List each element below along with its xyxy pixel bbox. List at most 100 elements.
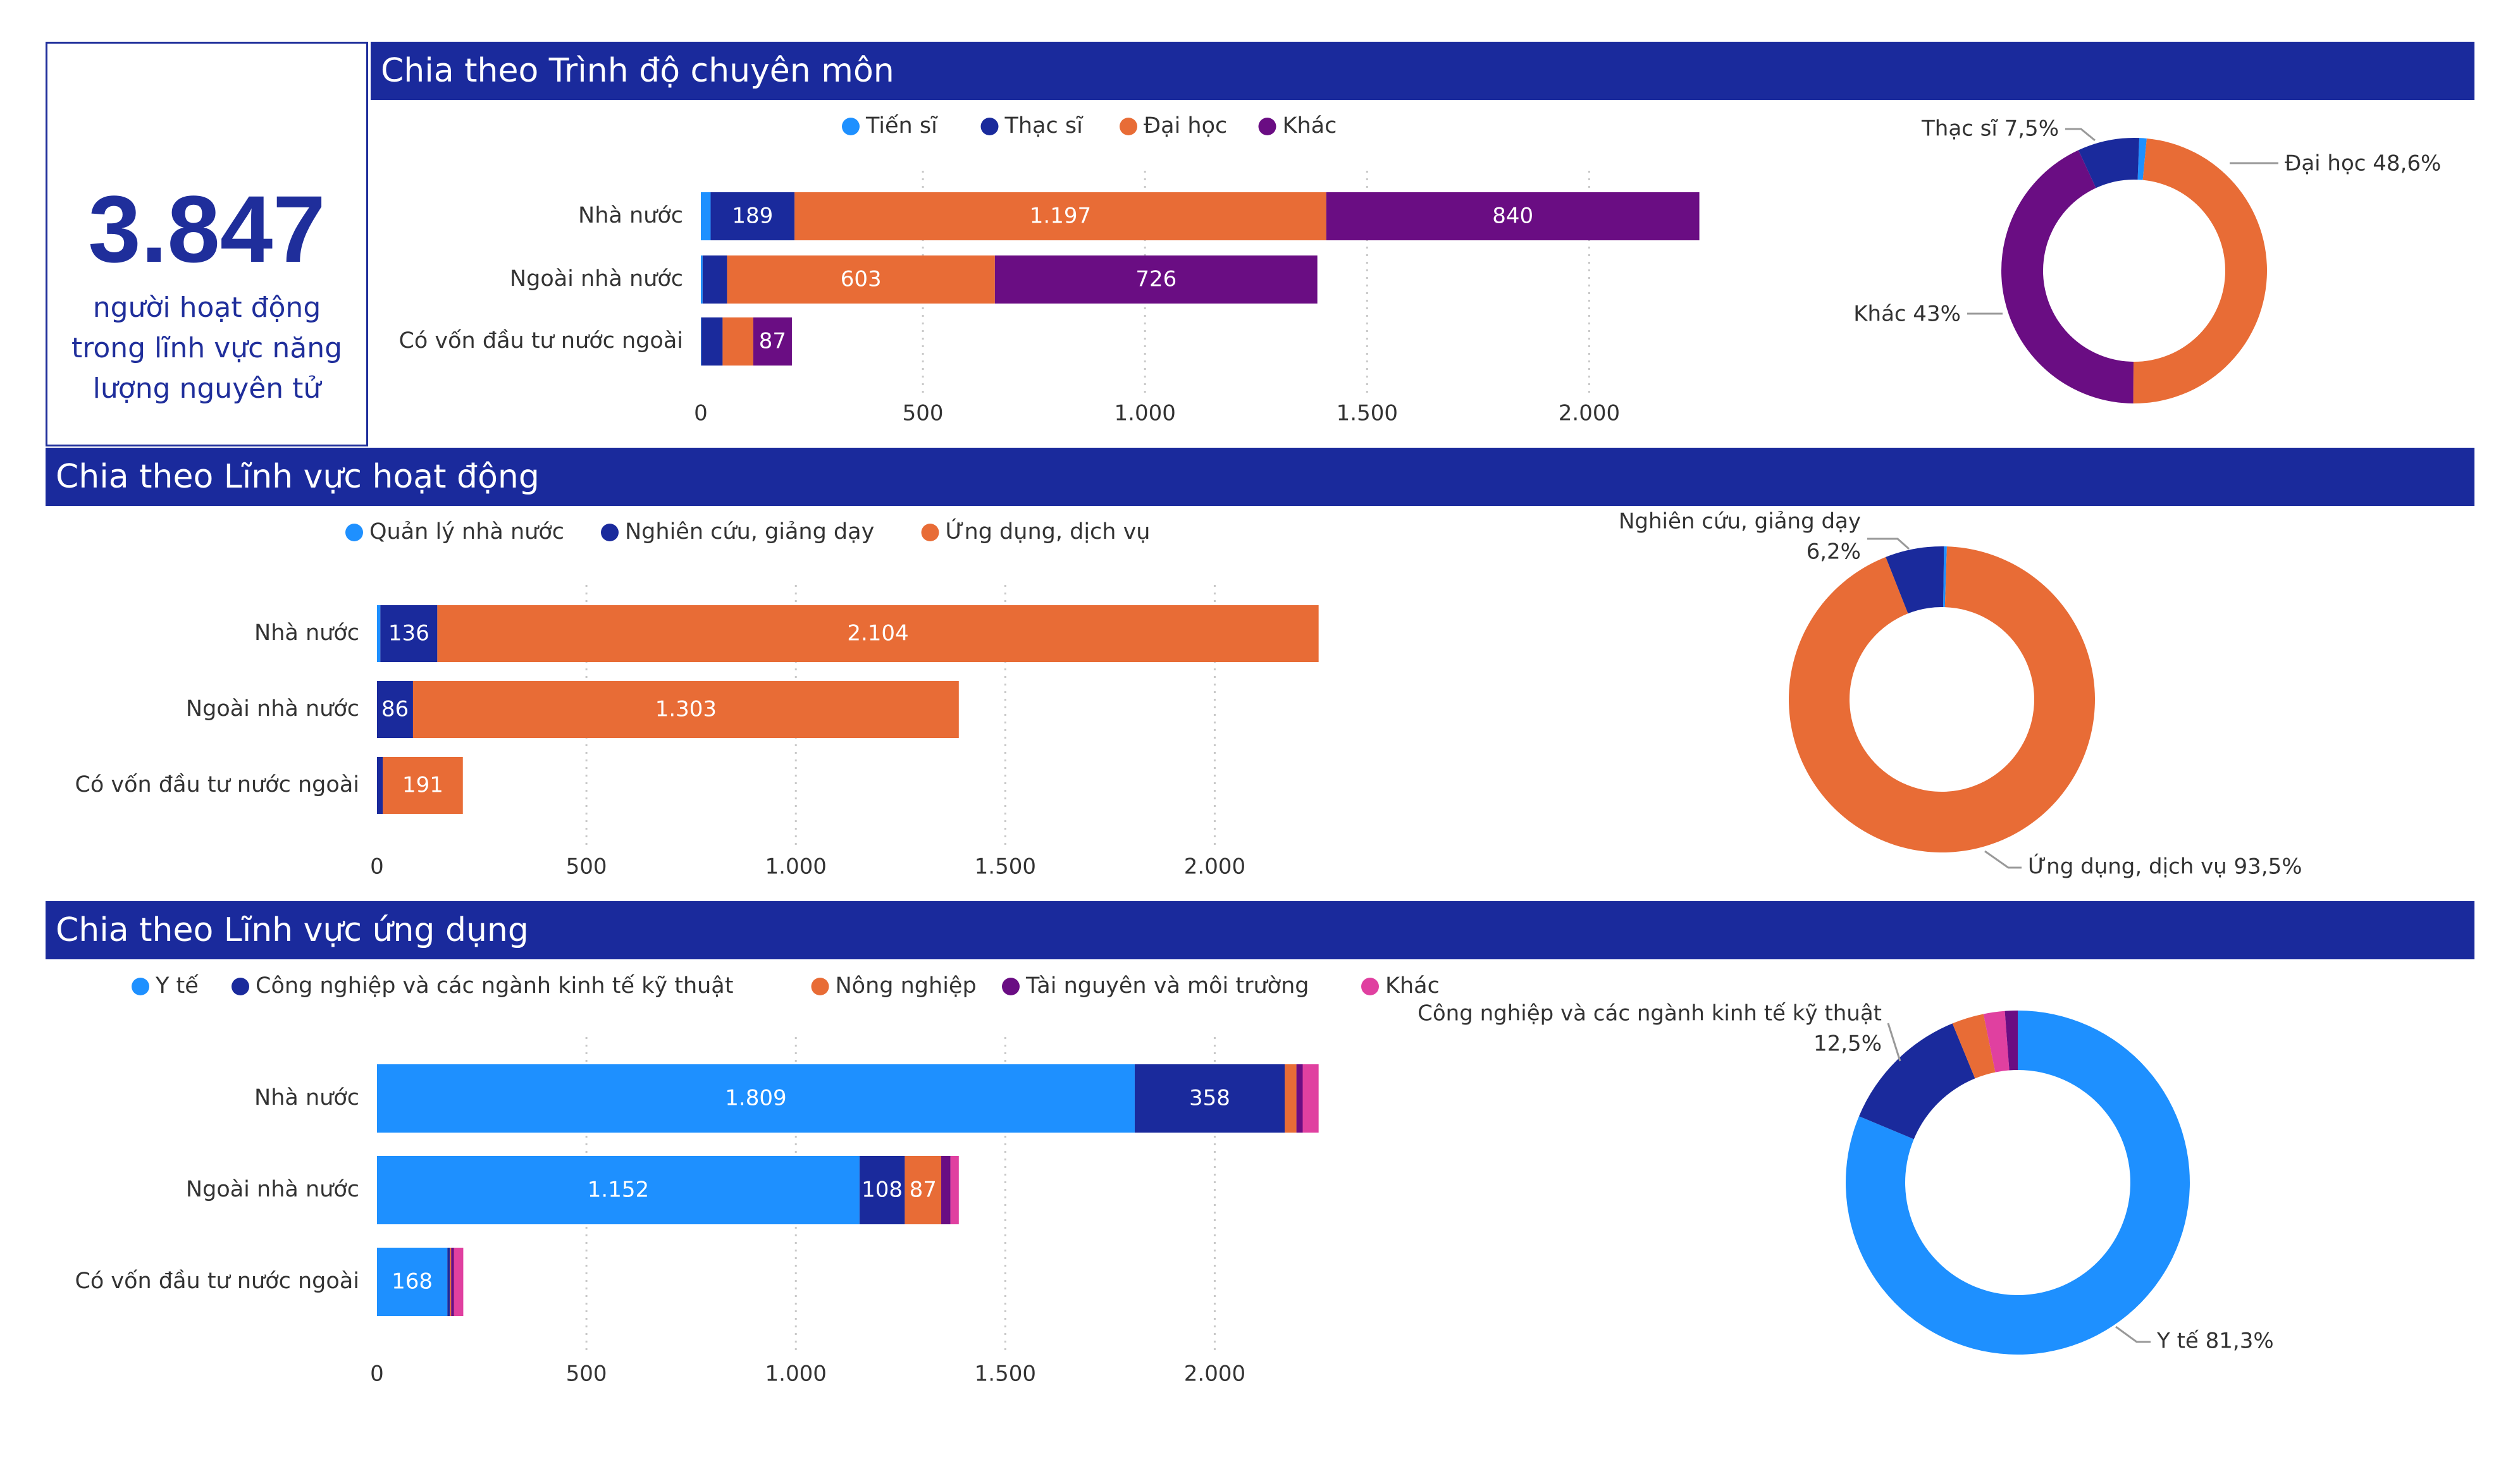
bar-segment xyxy=(702,255,727,304)
data-label: 1.809 xyxy=(725,1086,786,1111)
data-label: 2.104 xyxy=(847,621,908,646)
category-label: Ngoài nhà nước xyxy=(186,1177,359,1202)
x-tick-label: 1.000 xyxy=(1115,401,1176,426)
category-label: Nhà nước xyxy=(578,203,683,228)
bar-segment xyxy=(437,605,1319,662)
category-label: Nhà nước xyxy=(254,620,359,646)
bar-segment xyxy=(701,255,703,304)
leader-line xyxy=(1984,850,2022,869)
x-tick-label: 2.000 xyxy=(1559,401,1620,426)
donut-chart-2: Y tế 81,3% Công nghiệp và các ngành kinh … xyxy=(1418,1001,2274,1355)
bar-segment xyxy=(1326,192,1700,240)
legend-marker xyxy=(811,978,829,995)
leader-line xyxy=(1867,538,1910,550)
bar-segment xyxy=(753,317,792,366)
x-tick-label: 500 xyxy=(566,1362,607,1387)
bar-segment xyxy=(1285,1064,1297,1133)
slice-label: Khác 43% xyxy=(1853,302,1961,327)
data-label: 840 xyxy=(1492,204,1533,229)
donut-slice xyxy=(1886,546,1944,614)
donut-slice xyxy=(1952,1014,1996,1079)
data-label: 86 xyxy=(381,697,409,722)
legend-label: Nghiên cứu, giảng dạy xyxy=(625,519,874,544)
section-title-application: Chia theo Lĩnh vực ứng dụng xyxy=(46,901,2474,959)
bar-segment xyxy=(859,1156,905,1224)
bar-segment xyxy=(451,1248,454,1316)
bar-segment xyxy=(722,317,753,366)
donut-slice xyxy=(2001,150,2134,403)
bar-segment xyxy=(454,1248,464,1316)
x-tick-label: 1.000 xyxy=(765,854,827,880)
donut-slice xyxy=(2133,138,2268,403)
leader-line xyxy=(2115,1325,2151,1343)
legend-label: Ứng dụng, dịch vụ xyxy=(946,517,1151,544)
x-tick-label: 2.000 xyxy=(1184,854,1245,880)
bar-segment xyxy=(950,1156,959,1224)
category-label: Nhà nước xyxy=(254,1085,359,1110)
bar-segment xyxy=(383,757,463,814)
donut-slice xyxy=(1846,1011,2190,1355)
bar-segment xyxy=(701,192,711,240)
data-label: 189 xyxy=(732,204,773,229)
category-label: Có vốn đầu tư nước ngoài xyxy=(75,772,359,797)
slice-label: 12,5% xyxy=(1813,1031,1882,1057)
data-label: 603 xyxy=(841,267,882,292)
slice-label: Công nghiệp và các ngành kinh tế kỹ thuậ… xyxy=(1418,1001,1882,1026)
bar-segment xyxy=(701,317,723,366)
legend-label: Y tế xyxy=(155,973,199,999)
leader-line xyxy=(2065,128,2096,142)
bar-segment xyxy=(377,605,381,662)
bar-segment xyxy=(1302,1064,1319,1133)
bar-segment xyxy=(447,1248,450,1316)
x-tick-label: 1.500 xyxy=(975,854,1036,880)
legend-label: Đại học xyxy=(1144,113,1227,138)
slice-label: 6,2% xyxy=(1807,539,1861,565)
legend-marker xyxy=(921,524,939,541)
bar-segment xyxy=(412,681,959,738)
bar-segment xyxy=(710,192,795,240)
x-tick-label: 1.500 xyxy=(975,1362,1036,1387)
donut-chart-0: Đại học 48,6% Khác 43% Thạc sĩ 7,5% xyxy=(1853,116,2441,403)
slice-label: Ứng dụng, dịch vụ 93,5% xyxy=(2028,854,2302,880)
legend-label: Công nghiệp và các ngành kinh tế kỹ thuậ… xyxy=(256,973,733,999)
legend-label: Tiến sĩ xyxy=(865,113,938,138)
slice-label: Đại học 48,6% xyxy=(2285,151,2441,176)
section-title-activity: Chia theo Lĩnh vực hoạt động xyxy=(46,448,2474,506)
x-tick-label: 0 xyxy=(370,854,384,880)
bar-segment xyxy=(727,255,995,304)
category-label: Có vốn đầu tư nước ngoài xyxy=(398,328,683,353)
donut-slice xyxy=(2137,138,2147,180)
data-label: 108 xyxy=(862,1177,903,1203)
donut-slice xyxy=(1943,546,1947,608)
legend-marker xyxy=(232,978,249,995)
donut-chart-1: Ứng dụng, dịch vụ 93,5% Nghiên cứu, giảng… xyxy=(1619,509,2302,880)
bar-segment xyxy=(377,757,383,814)
legend-marker xyxy=(980,118,999,135)
bar-segment xyxy=(377,681,413,738)
slice-label: Y tế 81,3% xyxy=(2156,1329,2274,1354)
slice-label: Nghiên cứu, giảng dạy xyxy=(1619,509,1861,534)
category-label: Ngoài nhà nước xyxy=(186,696,359,722)
kpi-value: 3.847 xyxy=(88,176,326,282)
legend-marker xyxy=(1258,118,1276,135)
bar-segment xyxy=(380,605,438,662)
legend-marker xyxy=(1120,118,1137,135)
bar-segment xyxy=(1296,1064,1303,1133)
x-tick-label: 1.500 xyxy=(1337,401,1398,426)
kpi-card: 3.847 người hoạt động trong lĩnh vực năn… xyxy=(46,42,368,446)
donut-slice xyxy=(2078,138,2140,188)
slice-label: Thạc sĩ 7,5% xyxy=(1921,116,2059,142)
bar-segment xyxy=(1134,1064,1285,1133)
legend-label: Thạc sĩ xyxy=(1004,113,1084,138)
data-label: 358 xyxy=(1189,1086,1230,1111)
data-label: 1.197 xyxy=(1030,204,1091,229)
data-label: 1.303 xyxy=(655,697,717,722)
kpi-label: người hoạt động trong lĩnh vực năng lượn… xyxy=(71,292,343,405)
x-tick-label: 0 xyxy=(694,401,708,426)
bar-chart-1: 0 500 1.000 1.500 2.000 Quản lý nhà nước Nghiê… xyxy=(75,517,1319,880)
section-title-qualification: Chia theo Trình độ chuyên môn xyxy=(371,42,2474,100)
data-label: 726 xyxy=(1135,267,1177,292)
donut-slice xyxy=(1788,546,2095,852)
legend-label: Nông nghiệp xyxy=(836,973,977,999)
legend-marker xyxy=(842,118,860,135)
